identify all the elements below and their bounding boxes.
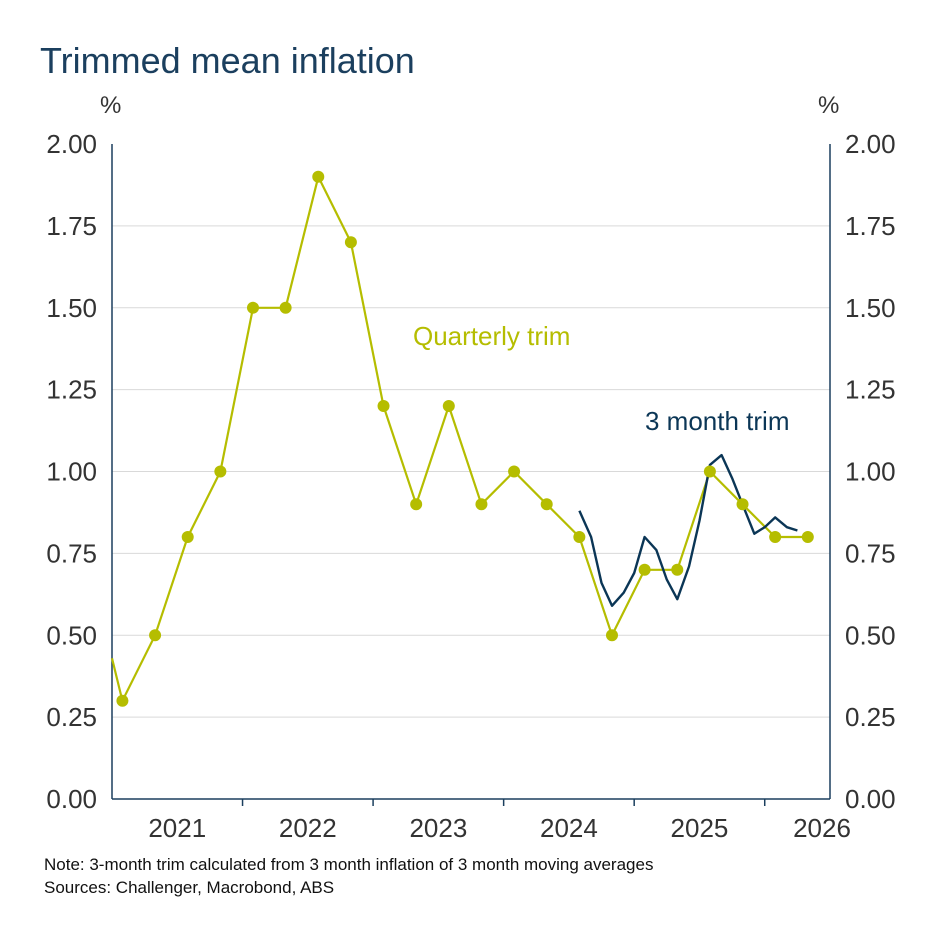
y-tick-label-right: 0.00 — [845, 784, 896, 814]
series-marker — [442, 400, 455, 412]
series-marker — [181, 531, 194, 543]
series-marker — [605, 629, 618, 642]
x-tick-label: 2024 — [540, 813, 598, 843]
y-tick-label-left: 1.50 — [46, 293, 97, 323]
series-marker — [508, 465, 521, 478]
series-marker — [410, 498, 423, 511]
y-tick-label-right: 1.50 — [845, 293, 896, 323]
x-tick-label: 2022 — [279, 813, 337, 843]
chart-title: Trimmed mean inflation — [40, 40, 415, 81]
x-tick-label: 2025 — [671, 813, 729, 843]
series-marker — [279, 301, 292, 314]
x-axis-ticks: 2021 2022 2023 2024 2025 2026 — [148, 799, 851, 843]
series-marker — [703, 465, 716, 478]
y-tick-label-left: 0.50 — [46, 620, 97, 650]
y-tick-label-left: 0.75 — [46, 538, 97, 568]
series-marker — [736, 498, 749, 511]
y-tick-label-right: 0.25 — [845, 702, 896, 732]
left-axis-unit: % — [100, 92, 122, 119]
chart-note: Note: 3-month trim calculated from 3 mon… — [44, 855, 654, 874]
axes — [111, 144, 831, 800]
y-tick-label-right: 0.50 — [845, 620, 896, 650]
y-tick-label-right: 1.75 — [845, 211, 896, 241]
series-marker — [149, 629, 162, 642]
series-marker — [246, 301, 259, 314]
series-marker — [116, 694, 129, 707]
series-lines — [110, 175, 808, 702]
series-marker — [377, 400, 390, 412]
y-tick-label-left: 0.25 — [46, 702, 97, 732]
y-tick-label-right: 2.00 — [845, 129, 896, 159]
x-tick-label: 2026 — [793, 813, 851, 843]
right-axis-unit: % — [818, 92, 840, 119]
series-markers — [116, 170, 814, 707]
series-marker — [638, 563, 651, 576]
right-axis-ticks: 0.00 0.25 0.50 0.75 1.00 1.25 1.50 1.75 2.00 — [845, 129, 896, 814]
y-tick-label-left: 1.00 — [46, 457, 97, 487]
series-marker — [312, 170, 325, 183]
series-marker — [573, 531, 586, 543]
series-label-quarterly: Quarterly trim — [413, 321, 570, 351]
y-tick-label-right: 0.75 — [845, 538, 896, 568]
x-tick-label: 2023 — [409, 813, 467, 843]
series-marker — [540, 498, 553, 511]
series-labels: Quarterly trim 3 month trim — [413, 321, 790, 436]
series-marker — [801, 531, 814, 543]
y-tick-label-left: 1.75 — [46, 211, 97, 241]
y-tick-label-left: 2.00 — [46, 129, 97, 159]
chart-sources: Sources: Challenger, Macrobond, ABS — [44, 878, 335, 897]
series-marker — [475, 498, 488, 511]
series-marker — [769, 531, 782, 543]
y-tick-label-right: 1.25 — [845, 375, 896, 405]
series-line-0 — [110, 175, 808, 702]
left-axis-ticks: 0.00 0.25 0.50 0.75 1.00 1.25 1.50 1.75 2.00 — [46, 129, 97, 814]
x-tick-label: 2021 — [148, 813, 206, 843]
series-marker — [214, 465, 227, 478]
series-marker — [671, 563, 684, 576]
y-tick-label-left: 0.00 — [46, 784, 97, 814]
y-tick-label-right: 1.00 — [845, 457, 896, 487]
series-marker — [344, 236, 357, 249]
series-line-1 — [578, 453, 798, 607]
series-label-monthly: 3 month trim — [645, 406, 790, 436]
y-tick-label-left: 1.25 — [46, 375, 97, 405]
